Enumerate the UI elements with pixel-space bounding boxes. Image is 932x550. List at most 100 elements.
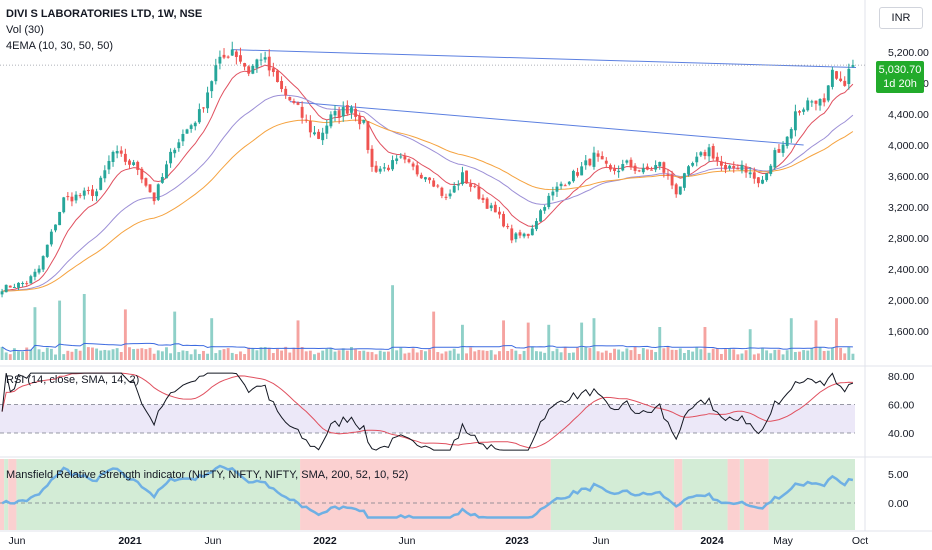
volume-bar — [670, 349, 674, 360]
volume-bar — [99, 350, 103, 360]
volume-bar — [617, 349, 621, 360]
volume-bar — [608, 352, 612, 360]
candle-body — [481, 197, 485, 200]
price-axis-label: 2,000.00 — [888, 295, 929, 307]
time-axis-label: 2024 — [700, 535, 724, 547]
candle-body — [576, 172, 579, 176]
price-axis-label: 3,200.00 — [888, 202, 929, 214]
candle-body — [678, 186, 682, 195]
candle-body — [510, 228, 514, 241]
rsi-legend[interactable]: RSI (14, close, SMA, 14, 2) — [6, 374, 140, 386]
candle-body — [596, 153, 600, 157]
volume-bar — [596, 351, 600, 360]
last-price-tag: 5,030.70 1d 20h — [876, 61, 924, 93]
last-price-value: 5,030.70 — [878, 64, 922, 76]
volume-bar — [17, 351, 20, 360]
candle-body — [345, 105, 349, 114]
volume-bar — [629, 350, 633, 360]
trendline-upper — [232, 49, 857, 68]
volume-bar — [111, 349, 115, 360]
candle-body — [370, 148, 374, 167]
candle-body — [103, 170, 107, 179]
candle-body — [637, 170, 641, 172]
candle-body — [128, 160, 131, 165]
candle-body — [362, 119, 366, 123]
candle-body — [604, 160, 608, 164]
candle-body — [629, 159, 633, 168]
volume-bar — [580, 322, 584, 360]
volume-bar — [637, 353, 641, 360]
time-axis-label: Jun — [593, 535, 610, 547]
candle-body — [773, 150, 777, 168]
candle-body — [785, 136, 789, 146]
volume-legend[interactable]: Vol (30) — [6, 24, 44, 36]
volume-bar — [337, 350, 341, 360]
candle-body — [284, 88, 288, 96]
volume-bar — [132, 349, 136, 360]
volume-bar — [341, 348, 345, 360]
candle-body — [428, 177, 431, 181]
volume-bar — [173, 311, 177, 360]
volume-bar — [485, 350, 489, 360]
volume-bar — [321, 350, 325, 360]
volume-bar — [41, 351, 45, 360]
candle-body — [662, 162, 666, 173]
candle-body — [49, 231, 53, 245]
price-axis-label: 1,600.00 — [888, 326, 929, 338]
volume-bar — [777, 349, 781, 360]
price-axis-label: 2,400.00 — [888, 264, 929, 276]
candle-body — [366, 121, 370, 150]
volume-bar — [740, 353, 744, 360]
candle-body — [793, 111, 797, 131]
volume-bar — [452, 348, 456, 360]
candle-body — [239, 55, 242, 62]
candle-body — [493, 204, 497, 213]
symbol-title[interactable]: DIVI S LABORATORIES LTD, 1W, NSE — [6, 8, 203, 20]
candle-body — [45, 244, 49, 257]
candle-body — [374, 165, 378, 172]
volume-bar — [798, 351, 801, 360]
candle-body — [226, 56, 230, 58]
volume-bar — [25, 347, 29, 360]
volume-bar — [247, 347, 251, 360]
volume-bar — [387, 351, 390, 360]
volume-bar — [682, 353, 686, 360]
volume-bar — [152, 353, 156, 360]
volume-bar — [78, 350, 82, 360]
candle-body — [456, 184, 460, 186]
candle-body — [810, 101, 814, 103]
candle-body — [555, 186, 559, 192]
time-axis-label: 2022 — [313, 535, 337, 547]
candle-body — [543, 207, 547, 211]
candle-body — [325, 125, 329, 134]
volume-bar — [49, 348, 53, 360]
volume-bar — [473, 351, 477, 360]
candle-body — [497, 211, 501, 215]
volume-bar — [374, 354, 378, 360]
volume-bar — [189, 354, 193, 360]
candle-body — [304, 119, 308, 121]
candle-body — [234, 51, 238, 57]
volume-bar — [210, 318, 214, 360]
volume-bar — [115, 348, 119, 360]
candle-body — [469, 184, 473, 187]
candle-body — [0, 291, 4, 295]
mrs-regime-band — [768, 459, 855, 530]
candle-body — [732, 165, 736, 169]
ema-legend[interactable]: 4EMA (10, 30, 50, 50) — [6, 40, 114, 52]
currency-button[interactable]: INR — [879, 7, 923, 29]
mansfield-legend[interactable]: Mansfield Relative Strength indicator (N… — [6, 469, 409, 481]
volume-bar — [489, 350, 493, 360]
candle-body — [189, 125, 193, 129]
candle-body — [740, 164, 744, 171]
volume-bar — [70, 351, 74, 360]
volume-bar — [826, 350, 830, 360]
volume-bar — [793, 352, 797, 360]
volume-bar — [345, 350, 349, 360]
volume-bar — [103, 349, 107, 360]
price-axis-label: 5,200.00 — [888, 47, 929, 59]
candle-body — [658, 161, 662, 167]
candle-body — [41, 256, 45, 270]
volume-bar — [444, 351, 448, 360]
